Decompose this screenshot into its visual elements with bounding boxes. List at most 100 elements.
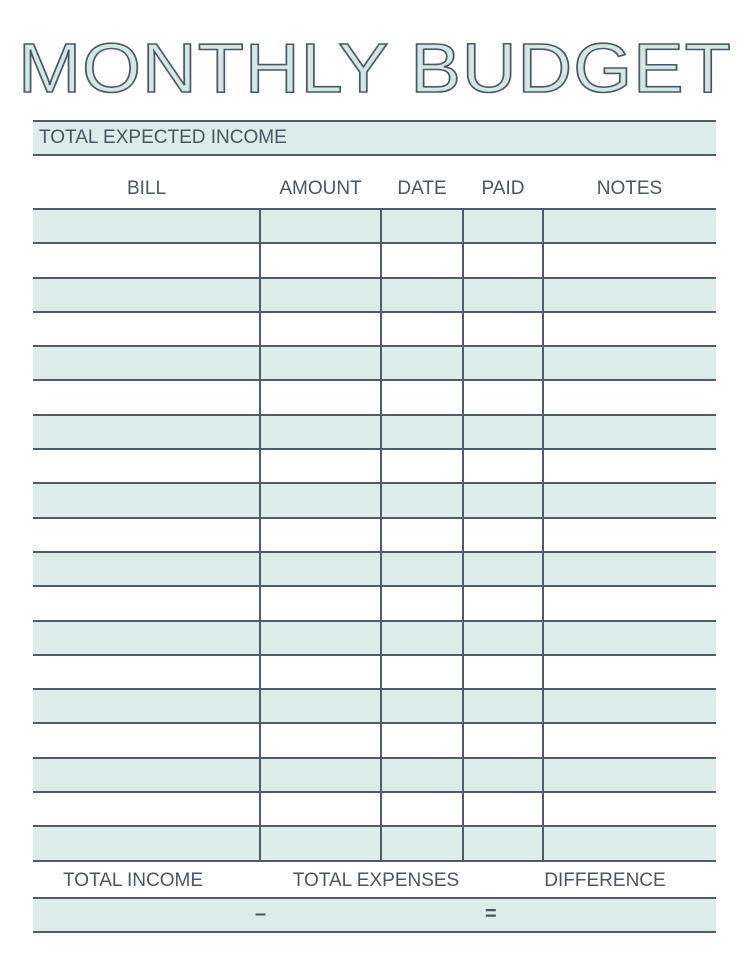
notes-cell[interactable] — [543, 210, 716, 242]
paid-cell[interactable] — [463, 553, 543, 585]
amount-cell[interactable] — [260, 210, 381, 242]
notes-cell[interactable] — [543, 827, 716, 859]
paid-cell[interactable] — [463, 724, 543, 756]
bill-cell[interactable] — [33, 416, 260, 448]
bill-cell[interactable] — [33, 793, 260, 825]
paid-cell[interactable] — [463, 519, 543, 551]
date-cell[interactable] — [381, 622, 463, 654]
date-cell[interactable] — [381, 381, 463, 413]
notes-cell[interactable] — [543, 793, 716, 825]
amount-cell[interactable] — [260, 690, 381, 722]
date-cell[interactable] — [381, 210, 463, 242]
date-cell[interactable] — [381, 553, 463, 585]
amount-cell[interactable] — [260, 484, 381, 516]
bill-cell[interactable] — [33, 827, 260, 859]
notes-cell[interactable] — [543, 450, 716, 482]
paid-cell[interactable] — [463, 759, 543, 791]
date-cell[interactable] — [381, 347, 463, 379]
notes-cell[interactable] — [543, 484, 716, 516]
date-cell[interactable] — [381, 793, 463, 825]
paid-cell[interactable] — [463, 484, 543, 516]
notes-cell[interactable] — [543, 553, 716, 585]
date-cell[interactable] — [381, 724, 463, 756]
paid-cell[interactable] — [463, 244, 543, 276]
notes-cell[interactable] — [543, 381, 716, 413]
total-expected-income-field[interactable]: TOTAL EXPECTED INCOME — [33, 120, 716, 156]
notes-cell[interactable] — [543, 416, 716, 448]
amount-cell[interactable] — [260, 553, 381, 585]
date-cell[interactable] — [381, 313, 463, 345]
bill-cell[interactable] — [33, 724, 260, 756]
amount-cell[interactable] — [260, 587, 381, 619]
paid-cell[interactable] — [463, 656, 543, 688]
amount-cell[interactable] — [260, 656, 381, 688]
paid-cell[interactable] — [463, 347, 543, 379]
date-cell[interactable] — [381, 759, 463, 791]
notes-cell[interactable] — [543, 759, 716, 791]
notes-cell[interactable] — [543, 244, 716, 276]
paid-cell[interactable] — [463, 793, 543, 825]
paid-cell[interactable] — [463, 827, 543, 859]
notes-cell[interactable] — [543, 587, 716, 619]
amount-cell[interactable] — [260, 519, 381, 551]
date-cell[interactable] — [381, 484, 463, 516]
amount-cell[interactable] — [260, 381, 381, 413]
amount-cell[interactable] — [260, 244, 381, 276]
bill-cell[interactable] — [33, 553, 260, 585]
date-cell[interactable] — [381, 587, 463, 619]
bill-cell[interactable] — [33, 690, 260, 722]
column-divider — [259, 278, 261, 311]
date-cell[interactable] — [381, 416, 463, 448]
paid-cell[interactable] — [463, 416, 543, 448]
notes-cell[interactable] — [543, 656, 716, 688]
bill-cell[interactable] — [33, 279, 260, 311]
paid-cell[interactable] — [463, 622, 543, 654]
notes-cell[interactable] — [543, 519, 716, 551]
paid-cell[interactable] — [463, 313, 543, 345]
amount-cell[interactable] — [260, 724, 381, 756]
date-cell[interactable] — [381, 519, 463, 551]
column-divider — [380, 244, 382, 277]
notes-cell[interactable] — [543, 347, 716, 379]
notes-cell[interactable] — [543, 622, 716, 654]
amount-cell[interactable] — [260, 759, 381, 791]
bill-cell[interactable] — [33, 656, 260, 688]
date-cell[interactable] — [381, 656, 463, 688]
date-cell[interactable] — [381, 690, 463, 722]
summary-row[interactable]: – = — [33, 897, 716, 933]
notes-cell[interactable] — [543, 724, 716, 756]
paid-cell[interactable] — [463, 210, 543, 242]
bill-cell[interactable] — [33, 313, 260, 345]
bill-cell[interactable] — [33, 484, 260, 516]
date-cell[interactable] — [381, 244, 463, 276]
bill-cell[interactable] — [33, 210, 260, 242]
amount-cell[interactable] — [260, 827, 381, 859]
paid-cell[interactable] — [463, 279, 543, 311]
column-header-bill: BILL — [126, 178, 167, 199]
paid-cell[interactable] — [463, 587, 543, 619]
bill-cell[interactable] — [33, 244, 260, 276]
amount-cell[interactable] — [260, 347, 381, 379]
paid-cell[interactable] — [463, 381, 543, 413]
amount-cell[interactable] — [260, 793, 381, 825]
paid-cell[interactable] — [463, 690, 543, 722]
bill-cell[interactable] — [33, 381, 260, 413]
date-cell[interactable] — [381, 450, 463, 482]
date-cell[interactable] — [381, 827, 463, 859]
bill-cell[interactable] — [33, 622, 260, 654]
date-cell[interactable] — [381, 279, 463, 311]
notes-cell[interactable] — [543, 313, 716, 345]
amount-cell[interactable] — [260, 313, 381, 345]
amount-cell[interactable] — [260, 416, 381, 448]
notes-cell[interactable] — [543, 690, 716, 722]
paid-cell[interactable] — [463, 450, 543, 482]
bill-cell[interactable] — [33, 450, 260, 482]
bill-cell[interactable] — [33, 759, 260, 791]
amount-cell[interactable] — [260, 450, 381, 482]
amount-cell[interactable] — [260, 279, 381, 311]
bill-cell[interactable] — [33, 347, 260, 379]
amount-cell[interactable] — [260, 622, 381, 654]
bill-cell[interactable] — [33, 519, 260, 551]
notes-cell[interactable] — [543, 279, 716, 311]
bill-cell[interactable] — [33, 587, 260, 619]
